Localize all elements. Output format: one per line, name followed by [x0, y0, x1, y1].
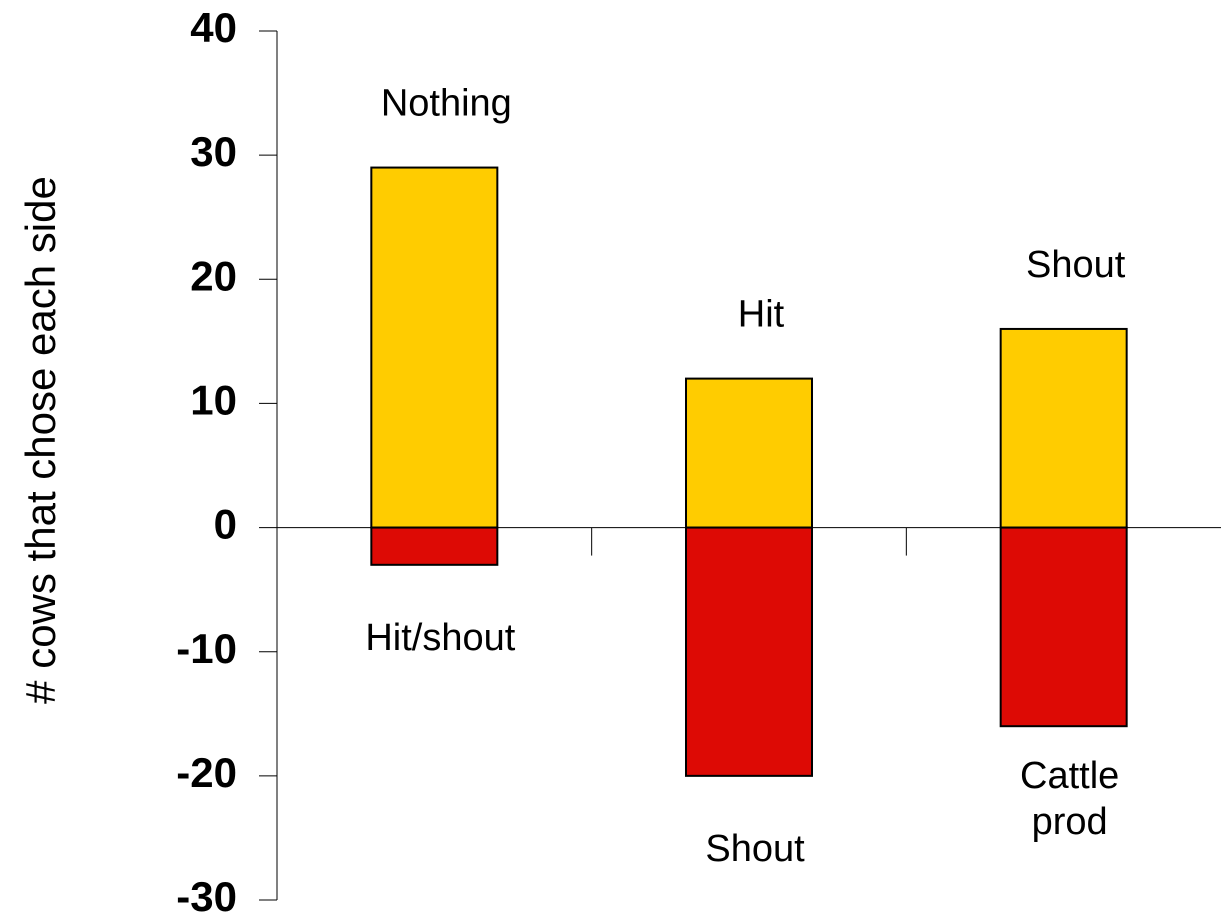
bar: [999, 526, 1128, 728]
y-tick-label: 30: [190, 128, 237, 175]
y-tick-label: 40: [190, 4, 237, 51]
y-axis-title: # cows that chose each side: [17, 176, 64, 704]
y-tick-label: -20: [176, 749, 237, 796]
bar: [370, 166, 499, 529]
y-tick-label: 0: [214, 501, 237, 548]
bar-annotation: Shout: [705, 828, 805, 870]
y-tick-label: -30: [176, 873, 237, 920]
y-tick-label: -10: [176, 625, 237, 672]
bar-annotation: Nothing: [381, 83, 512, 125]
bar-annotation: Cattle prod: [1020, 755, 1119, 843]
annotation-line: prod: [1032, 801, 1108, 843]
bar-annotation: Shout: [1026, 244, 1126, 286]
y-tick-label: 10: [190, 377, 237, 424]
bar: [685, 377, 813, 529]
y-tick-label: 20: [190, 252, 237, 299]
annotation-line: Cattle: [1020, 755, 1119, 797]
bar: [685, 526, 813, 777]
bar-annotation: Hit/shout: [365, 617, 515, 659]
bar: [999, 327, 1128, 529]
bar: [370, 526, 499, 566]
bar-annotation: Hit: [738, 294, 785, 336]
